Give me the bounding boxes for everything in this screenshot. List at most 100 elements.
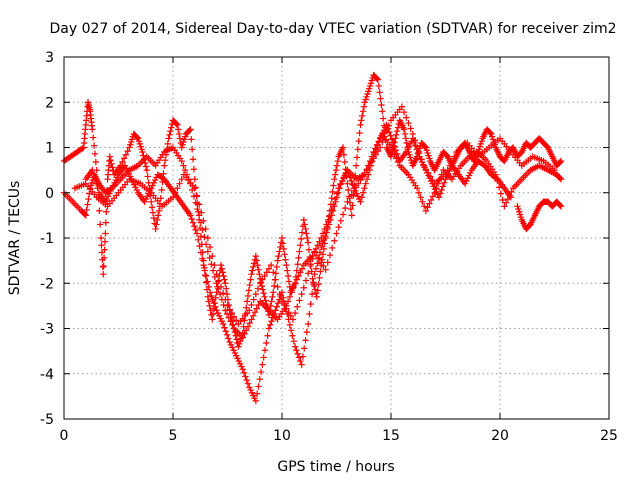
data-point <box>101 246 108 253</box>
data-point <box>320 236 328 244</box>
data-point <box>158 186 165 194</box>
data-point <box>254 285 262 292</box>
data-point <box>314 287 321 294</box>
data-point <box>200 261 207 269</box>
data-point <box>280 294 287 301</box>
data-point <box>188 215 195 223</box>
data-point <box>309 255 316 263</box>
data-point <box>274 257 281 264</box>
data-point <box>188 136 195 143</box>
data-point <box>557 157 565 165</box>
data-point <box>329 188 336 196</box>
data-points <box>60 71 565 405</box>
data-point <box>206 302 213 310</box>
data-point <box>401 130 409 138</box>
data-point <box>218 265 226 272</box>
data-point <box>293 276 301 283</box>
data-point <box>260 290 267 297</box>
data-point <box>427 196 435 204</box>
data-point <box>202 272 210 280</box>
data-point <box>392 147 399 154</box>
data-point <box>413 146 420 153</box>
data-point <box>227 318 234 325</box>
data-point <box>148 204 156 211</box>
data-point <box>280 245 287 253</box>
data-point <box>153 221 160 228</box>
data-point <box>383 121 390 129</box>
data-point <box>221 276 228 283</box>
data-point <box>223 310 231 318</box>
data-point <box>149 209 157 216</box>
y-tick-label: 1 <box>45 141 54 157</box>
data-point <box>256 375 263 383</box>
data-point <box>79 145 86 152</box>
data-point <box>331 175 338 183</box>
data-point <box>297 235 305 243</box>
data-point <box>191 185 198 192</box>
data-point <box>253 390 261 397</box>
data-point <box>300 216 307 224</box>
data-point <box>291 309 299 317</box>
data-point <box>260 354 267 361</box>
data-point <box>366 166 373 174</box>
y-tick-label: 0 <box>45 186 54 202</box>
data-point <box>246 281 253 289</box>
data-point <box>250 296 257 303</box>
data-point <box>331 237 338 244</box>
data-point <box>187 212 194 219</box>
data-point <box>352 162 360 169</box>
data-point <box>166 131 173 139</box>
data-point <box>270 289 277 296</box>
data-point <box>222 280 229 287</box>
data-point <box>102 230 109 237</box>
data-point <box>243 298 251 305</box>
data-point <box>347 205 355 213</box>
data-point <box>309 275 316 282</box>
data-point <box>272 276 279 283</box>
data-point <box>417 194 424 201</box>
data-point <box>389 147 396 155</box>
data-point <box>261 293 268 301</box>
data-point <box>96 207 103 215</box>
data-point <box>412 142 419 149</box>
data-point <box>301 221 308 228</box>
data-point <box>336 185 343 192</box>
data-point <box>379 108 386 115</box>
data-point <box>367 162 375 169</box>
data-point <box>300 284 307 291</box>
data-point <box>139 148 146 156</box>
chart-title: Day 027 of 2014, Sidereal Day-to-day VTE… <box>50 21 617 37</box>
data-point <box>315 254 322 262</box>
data-point <box>298 229 306 236</box>
data-point <box>328 212 335 219</box>
data-point <box>333 194 341 201</box>
data-point <box>219 269 226 276</box>
data-point <box>195 236 202 244</box>
data-point <box>273 303 280 310</box>
data-point <box>314 260 321 267</box>
data-point <box>451 153 458 160</box>
data-point <box>507 194 515 201</box>
data-point <box>148 198 155 205</box>
data-point <box>334 157 342 165</box>
data-point <box>439 183 447 190</box>
data-point <box>249 267 256 274</box>
data-point <box>400 109 408 116</box>
data-point <box>144 173 151 180</box>
data-point <box>340 151 348 158</box>
data-point <box>199 226 206 234</box>
data-point <box>332 166 340 174</box>
data-point <box>378 101 385 109</box>
x-tick-label: 0 <box>60 428 69 444</box>
data-point <box>206 243 214 251</box>
data-point <box>100 271 107 278</box>
data-point <box>361 185 368 192</box>
data-point <box>180 162 187 169</box>
data-point <box>248 316 255 323</box>
data-point <box>167 128 174 135</box>
data-point <box>349 202 356 209</box>
data-point <box>208 292 215 300</box>
x-tick-label: 5 <box>169 428 178 444</box>
data-point <box>207 307 214 314</box>
